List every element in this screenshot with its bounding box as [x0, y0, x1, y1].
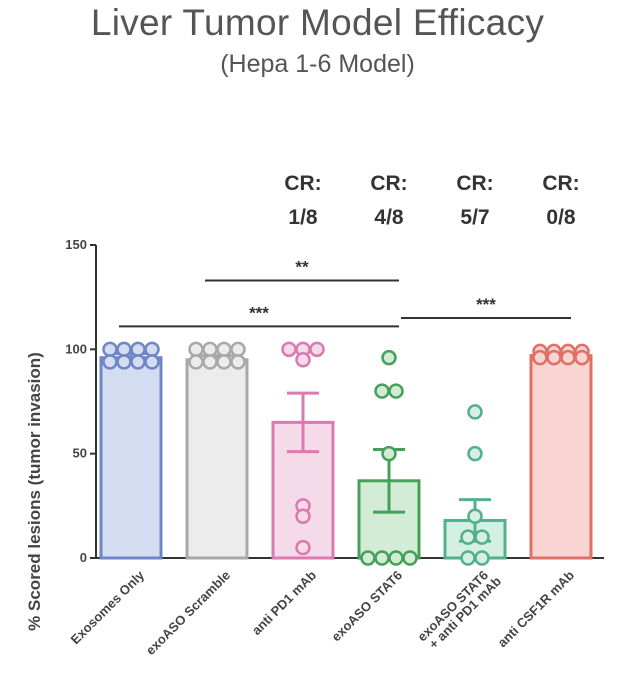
chart-title: Liver Tumor Model Efficacy	[90, 2, 545, 43]
x-tick-label: Exosomes Only	[68, 567, 148, 647]
data-point	[388, 383, 404, 399]
chart-subtitle: (Hepa 1-6 Model)	[220, 50, 415, 78]
data-point	[230, 354, 246, 370]
bar	[185, 358, 249, 560]
data-point	[216, 354, 232, 370]
y-tick-label: 100	[65, 341, 87, 356]
data-point	[460, 529, 476, 545]
data-point	[560, 349, 576, 366]
data-point	[102, 341, 118, 358]
cr-value: 0/8	[546, 206, 576, 229]
x-tick-label: anti PD1 mAb	[249, 567, 319, 637]
data-point	[402, 550, 418, 566]
data-point	[381, 445, 397, 462]
x-tick-label: anti CSF1R mAb	[495, 567, 578, 650]
data-point	[144, 354, 160, 370]
data-point	[295, 539, 311, 556]
data-point	[546, 349, 562, 366]
data-point	[130, 354, 146, 370]
y-tick-label: 50	[73, 446, 87, 461]
cr-label: CR:	[542, 172, 579, 195]
data-point	[281, 341, 297, 358]
data-point	[309, 341, 325, 358]
cr-label: CR:	[456, 172, 493, 195]
data-point	[295, 352, 311, 368]
data-point	[188, 354, 204, 370]
bar	[99, 356, 163, 560]
cr-value: 4/8	[374, 206, 404, 229]
data-point	[467, 404, 483, 420]
significance-label: ***	[476, 295, 496, 314]
data-point	[532, 349, 548, 366]
data-point	[188, 341, 204, 358]
x-tick-label: exoASO Scramble	[143, 568, 233, 658]
y-tick-label: 0	[80, 550, 87, 565]
data-point	[295, 508, 311, 525]
data-point	[116, 341, 132, 358]
data-point	[144, 341, 160, 358]
cr-value: 5/7	[460, 206, 489, 229]
significance-label: ***	[249, 303, 269, 322]
cr-label: CR:	[370, 172, 407, 195]
bar	[529, 354, 593, 560]
data-point	[574, 349, 590, 366]
data-point	[460, 550, 476, 566]
data-point	[202, 354, 218, 370]
data-point	[230, 341, 246, 358]
data-point	[130, 341, 146, 358]
data-point	[116, 354, 132, 370]
significance-label: **	[295, 257, 309, 276]
data-point	[467, 445, 483, 462]
data-point	[474, 550, 490, 566]
y-axis-label: % Scored lesions (tumor invasion)	[25, 352, 44, 631]
data-point	[202, 341, 218, 358]
data-point	[374, 383, 390, 399]
cr-label: CR:	[284, 172, 321, 195]
data-point	[360, 550, 376, 566]
data-point	[381, 349, 397, 366]
data-point	[216, 341, 232, 358]
data-point	[102, 354, 118, 370]
x-tick-label: exoASO STAT6	[328, 568, 405, 645]
data-point	[388, 550, 404, 566]
cr-value: 1/8	[288, 206, 318, 229]
y-tick-label: 150	[65, 237, 87, 252]
data-point	[474, 529, 490, 545]
data-point	[467, 508, 483, 525]
data-point	[374, 550, 390, 566]
